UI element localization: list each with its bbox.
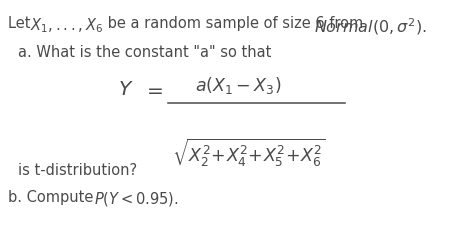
Text: be a random sample of size 6 from: be a random sample of size 6 from <box>103 16 368 31</box>
Text: Let: Let <box>8 16 35 31</box>
Text: $\mathit{Normal}(0,\sigma^2).$: $\mathit{Normal}(0,\sigma^2).$ <box>314 16 427 37</box>
Text: $X_1,...,X_6$: $X_1,...,X_6$ <box>30 16 103 35</box>
Text: $\mathit{P}(Y < 0.95).$: $\mathit{P}(Y < 0.95).$ <box>94 190 179 208</box>
Text: a. What is the constant "a" so that: a. What is the constant "a" so that <box>18 45 271 60</box>
Text: $=$: $=$ <box>143 80 164 99</box>
Text: $\mathbf{\mathit{Y}}$: $\mathbf{\mathit{Y}}$ <box>118 80 134 99</box>
Text: $a(X_1-X_3)$: $a(X_1-X_3)$ <box>195 75 281 96</box>
Text: $\sqrt{X_2^2\!+\!X_4^2\!+\!X_5^2\!+\!X_6^2}$: $\sqrt{X_2^2\!+\!X_4^2\!+\!X_5^2\!+\!X_6… <box>172 137 326 169</box>
Text: is t-distribution?: is t-distribution? <box>18 163 137 178</box>
Text: b. Compute: b. Compute <box>8 190 98 205</box>
